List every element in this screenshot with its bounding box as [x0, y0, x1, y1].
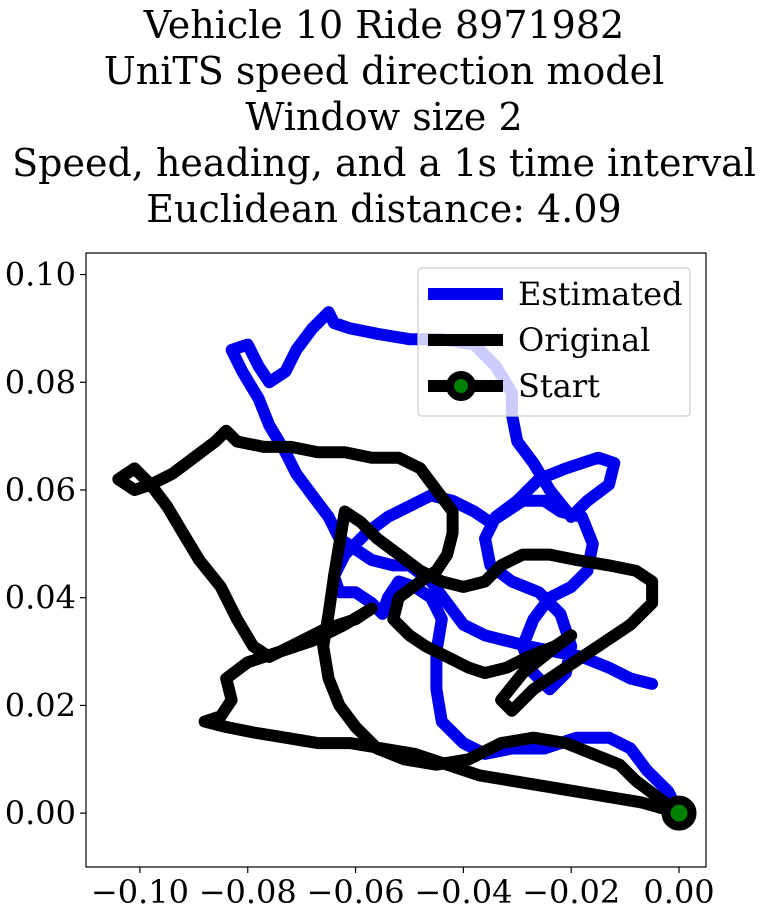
legend-label-start: Start [518, 367, 600, 405]
x-axis: −0.10 −0.08 −0.06 −0.04 −0.02 0.00 [91, 867, 715, 911]
y-tick-label: 0.00 [5, 794, 76, 832]
x-tick-label: −0.02 [522, 873, 620, 911]
series-line-estimated [225, 306, 685, 820]
x-tick-label: −0.06 [307, 873, 405, 911]
chart-title: Vehicle 10 Ride 8971982 UniTS speed dire… [0, 2, 768, 232]
title-line-1: Vehicle 10 Ride 8971982 [143, 3, 625, 47]
axes-frame [85, 252, 707, 868]
x-tick-label: −0.08 [199, 873, 297, 911]
x-tick-label: −0.04 [414, 873, 512, 911]
legend-marker-start [446, 371, 476, 401]
legend-label-original: Original [518, 321, 650, 359]
y-tick-label: 0.10 [5, 256, 76, 294]
legend-box [417, 267, 691, 417]
title-line-2: UniTS speed direction model [103, 49, 665, 93]
legend-label-estimated: Estimated [518, 275, 683, 313]
title-line-5: Euclidean distance: 4.09 [146, 187, 622, 231]
y-axis: 0.00 0.02 0.04 0.06 0.08 0.10 [5, 256, 86, 832]
y-tick-label: 0.04 [5, 579, 76, 617]
x-tick-label: −0.10 [91, 873, 189, 911]
x-tick-label: 0.00 [643, 873, 714, 911]
y-tick-label: 0.08 [5, 363, 76, 401]
title-line-3: Window size 2 [245, 95, 523, 139]
series-line-original [112, 424, 685, 820]
legend: Estimated Original Start [417, 267, 691, 417]
start-marker [661, 795, 697, 831]
title-line-4: Speed, heading, and a 1s time interval [12, 141, 756, 185]
series-layer [112, 306, 697, 831]
y-tick-label: 0.06 [5, 471, 76, 509]
y-tick-label: 0.02 [5, 686, 76, 724]
